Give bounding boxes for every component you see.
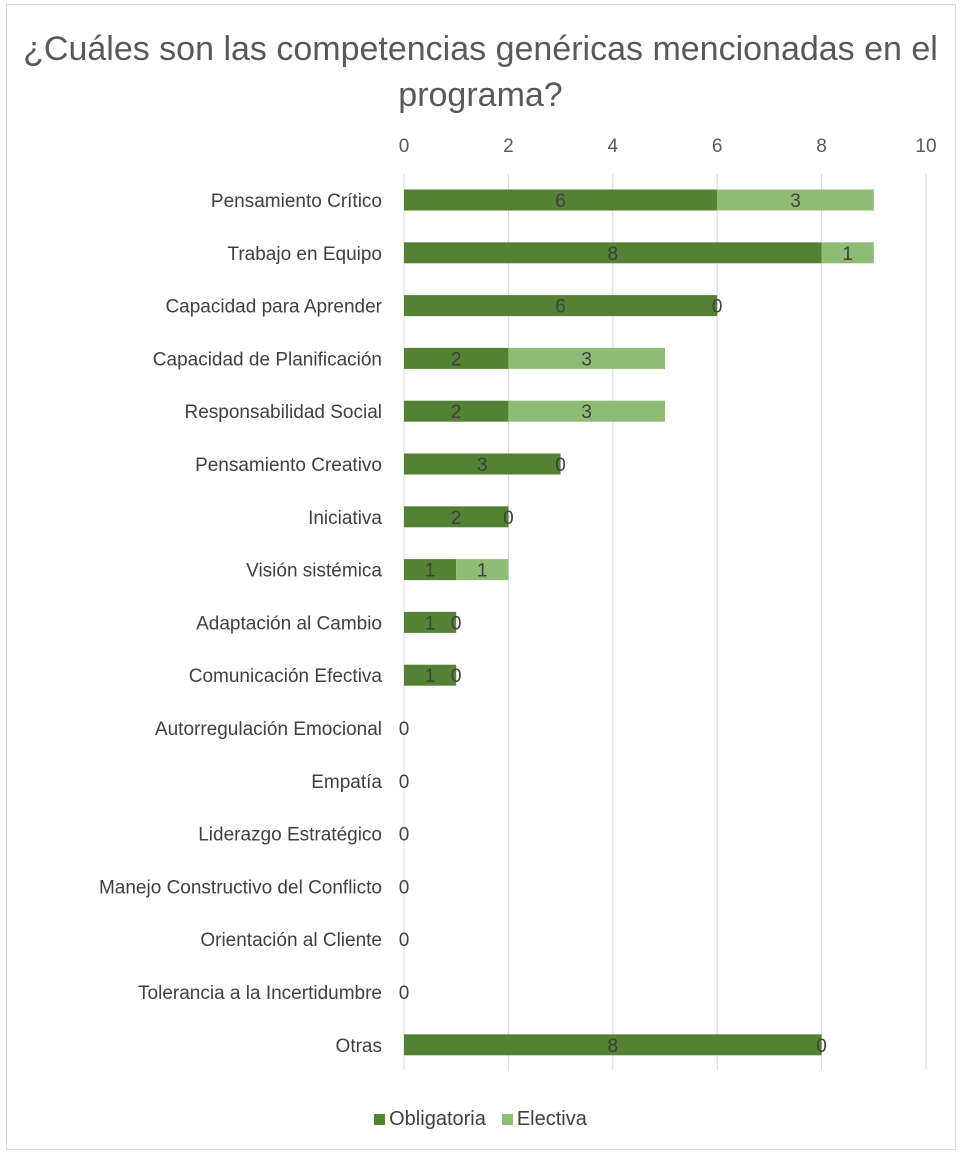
bars xyxy=(404,189,874,1056)
bar-electiva xyxy=(508,347,665,369)
data-label: 3 xyxy=(581,402,592,423)
data-label: 0 xyxy=(399,983,410,1004)
data-label: 0 xyxy=(816,1036,827,1057)
data-label: 8 xyxy=(608,1036,619,1057)
category-label: Trabajo en Equipo xyxy=(227,244,382,265)
data-label: 1 xyxy=(425,561,436,582)
data-label: 0 xyxy=(399,877,410,898)
bar-electiva xyxy=(821,242,874,264)
category-label: Responsabilidad Social xyxy=(184,402,382,423)
category-label: Iniciativa xyxy=(308,508,382,529)
bar-obligatoria xyxy=(404,242,822,264)
data-label: 0 xyxy=(399,825,410,846)
category-label: Pensamiento Crítico xyxy=(211,191,382,212)
gridlines xyxy=(403,174,927,1070)
category-label: Adaptación al Cambio xyxy=(196,613,382,634)
legend-item-electiva: Electiva xyxy=(501,1108,587,1131)
category-label: Tolerancia a la Incertidumbre xyxy=(138,983,382,1004)
bar-electiva xyxy=(717,189,874,211)
category-label: Visión sistémica xyxy=(246,561,382,582)
bar-electiva xyxy=(456,559,509,581)
bar-obligatoria xyxy=(404,664,457,686)
data-label: 2 xyxy=(451,508,462,529)
data-label: 1 xyxy=(477,561,488,582)
x-tick-label: 8 xyxy=(816,136,827,157)
category-labels: Pensamiento Crítico Trabajo en Equipo Capa… xyxy=(99,191,383,1057)
bar-obligatoria xyxy=(404,295,718,317)
x-tick-label: 10 xyxy=(915,136,936,157)
bar-obligatoria xyxy=(404,189,718,211)
legend-item-obligatoria: Obligatoria xyxy=(374,1108,486,1131)
bar-obligatoria xyxy=(404,1034,822,1056)
category-label: Autorregulación Emocional xyxy=(155,719,382,740)
data-label: 0 xyxy=(399,719,410,740)
data-label: 3 xyxy=(790,191,801,212)
category-label: Manejo Constructivo del Conflicto xyxy=(99,877,382,898)
data-label: 2 xyxy=(451,402,462,423)
data-label: 6 xyxy=(555,191,566,212)
bar-obligatoria xyxy=(404,400,509,422)
category-label: Comunicación Efectiva xyxy=(189,666,383,687)
x-tick-label: 4 xyxy=(608,136,619,157)
data-label: 3 xyxy=(581,349,592,370)
data-label: 8 xyxy=(608,244,619,265)
category-label: Pensamiento Creativo xyxy=(195,455,382,476)
x-axis-ticks: 0 2 4 6 8 10 xyxy=(399,136,937,157)
category-label: Liderazgo Estratégico xyxy=(198,825,382,846)
bar-obligatoria xyxy=(404,611,457,633)
data-label: 3 xyxy=(477,455,488,476)
data-label: 1 xyxy=(425,666,436,687)
x-tick-label: 6 xyxy=(712,136,723,157)
category-label: Otras xyxy=(336,1036,382,1057)
legend-swatch xyxy=(501,1114,513,1125)
legend-swatch xyxy=(374,1114,386,1125)
bar-obligatoria xyxy=(404,559,457,581)
bar-obligatoria xyxy=(404,347,509,369)
bar-obligatoria xyxy=(404,453,561,475)
data-label: 0 xyxy=(451,613,462,634)
category-label: Capacidad para Aprender xyxy=(165,297,382,318)
bar-obligatoria xyxy=(404,506,509,528)
data-label: 0 xyxy=(399,772,410,793)
legend-label: Electiva xyxy=(516,1108,587,1130)
data-label: 0 xyxy=(503,508,514,529)
data-label: 0 xyxy=(555,455,566,476)
legend-label: Obligatoria xyxy=(389,1108,486,1130)
x-tick-label: 0 xyxy=(399,136,410,157)
data-label: 1 xyxy=(425,613,436,634)
chart-title: ¿Cuáles son las competencias genéricas m… xyxy=(23,30,938,114)
data-label: 2 xyxy=(451,349,462,370)
data-label: 0 xyxy=(399,930,410,951)
data-label: 0 xyxy=(451,666,462,687)
x-tick-label: 2 xyxy=(503,136,514,157)
category-label: Capacidad de Planificación xyxy=(153,349,382,370)
data-label: 6 xyxy=(555,297,566,318)
data-label: 0 xyxy=(712,297,723,318)
category-label: Orientación al Cliente xyxy=(200,930,382,951)
legend: Obligatoria Electiva xyxy=(0,1108,961,1131)
category-label: Empatía xyxy=(311,772,382,793)
bar-electiva xyxy=(508,400,665,422)
data-label: 1 xyxy=(842,244,853,265)
